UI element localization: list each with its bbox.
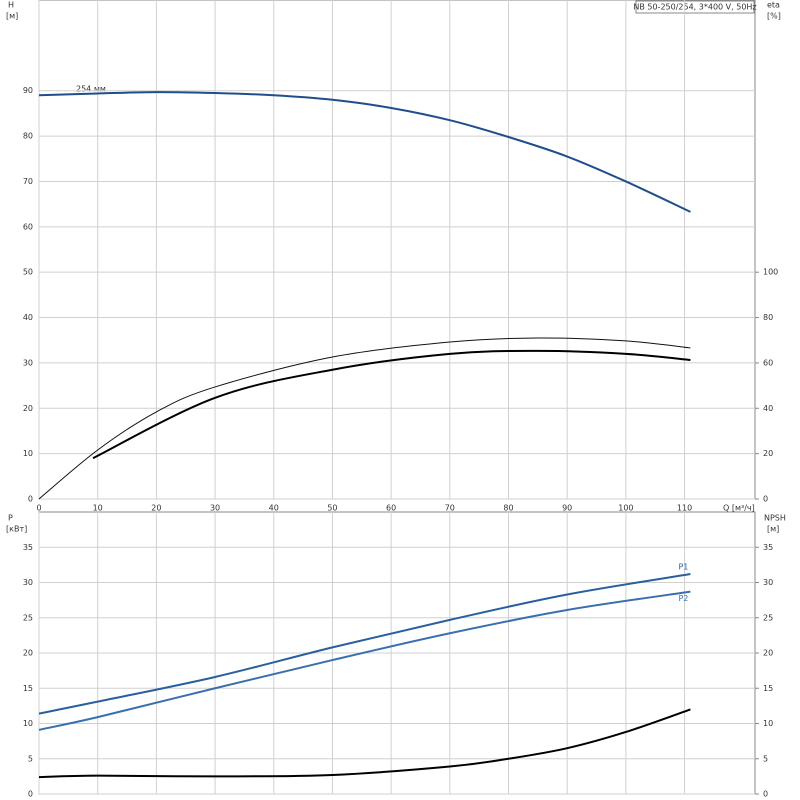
y2-tick-label: 15: [763, 684, 773, 693]
y2-tick-label: 25: [763, 613, 773, 622]
x-tick-label: 100: [618, 504, 633, 513]
curve: [92, 349, 691, 460]
x-tick-label: 50: [327, 504, 337, 513]
y2-tick-label: 20: [763, 649, 773, 658]
y-tick-label: 5: [28, 754, 33, 763]
y2-tick-label: 30: [763, 578, 773, 587]
y-tick-label: 80: [23, 132, 33, 141]
x-tick-label: 30: [210, 504, 220, 513]
y2-tick-label: 0: [763, 790, 768, 799]
title-box: [635, 0, 755, 14]
y2-label: eta: [767, 1, 780, 10]
y-tick-label: 25: [23, 613, 33, 622]
legend-label: P1: [678, 563, 688, 572]
curve: [38, 708, 691, 779]
y2-tick-label: 60: [763, 358, 773, 367]
y-unit: [кВт]: [6, 525, 27, 534]
y-label: P: [8, 514, 13, 523]
y-tick-label: 10: [23, 719, 33, 728]
y-tick-label: 10: [23, 449, 33, 458]
y2-tick-label: 0: [763, 495, 768, 504]
x-tick-label: 90: [562, 504, 572, 513]
y2-tick-label: 5: [763, 754, 768, 763]
y2-tick-label: 80: [763, 313, 773, 322]
y-tick-label: 20: [23, 404, 33, 413]
y-tick-label: 0: [28, 790, 33, 799]
y2-unit: [м]: [767, 525, 779, 534]
top-frame: [38, 0, 756, 500]
y2-tick-label: 35: [763, 543, 773, 552]
x-tick-label: 20: [151, 504, 161, 513]
x-label: Q [м³/ч]: [723, 504, 755, 513]
curve: [38, 590, 691, 731]
y-tick-label: 0: [28, 495, 33, 504]
x-tick-label: 40: [269, 504, 279, 513]
curve: [38, 337, 691, 500]
legend-label: P2: [678, 594, 688, 603]
y-tick-label: 30: [23, 578, 33, 587]
curve: [38, 573, 691, 715]
y-tick-label: 35: [23, 543, 33, 552]
y-tick-label: 30: [23, 358, 33, 367]
x-tick-label: 110: [677, 504, 692, 513]
curve: [38, 91, 691, 213]
x-tick-label: 0: [36, 504, 41, 513]
y-label: H: [8, 1, 14, 10]
y-tick-label: 15: [23, 684, 33, 693]
y2-tick-label: 10: [763, 719, 773, 728]
annotation: 254 мм: [76, 85, 106, 94]
y-tick-label: 50: [23, 268, 33, 277]
x-tick-label: 70: [445, 504, 455, 513]
y2-label: NPSH: [764, 514, 786, 523]
y-tick-label: 60: [23, 222, 33, 231]
x-tick-label: 10: [93, 504, 103, 513]
y2-tick-label: 40: [763, 404, 773, 413]
y2-unit: [%]: [767, 12, 781, 21]
x-tick-label: 80: [503, 504, 513, 513]
y-unit: [м]: [6, 12, 18, 21]
x-tick-label: 60: [386, 504, 396, 513]
y-tick-label: 20: [23, 649, 33, 658]
y-tick-label: 90: [23, 86, 33, 95]
y-tick-label: 40: [23, 313, 33, 322]
y-tick-label: 70: [23, 177, 33, 186]
y2-tick-label: 20: [763, 449, 773, 458]
chart-title: NB 50-250/254, 3*400 V, 50Hz: [633, 3, 756, 12]
y2-tick-label: 100: [763, 268, 778, 277]
